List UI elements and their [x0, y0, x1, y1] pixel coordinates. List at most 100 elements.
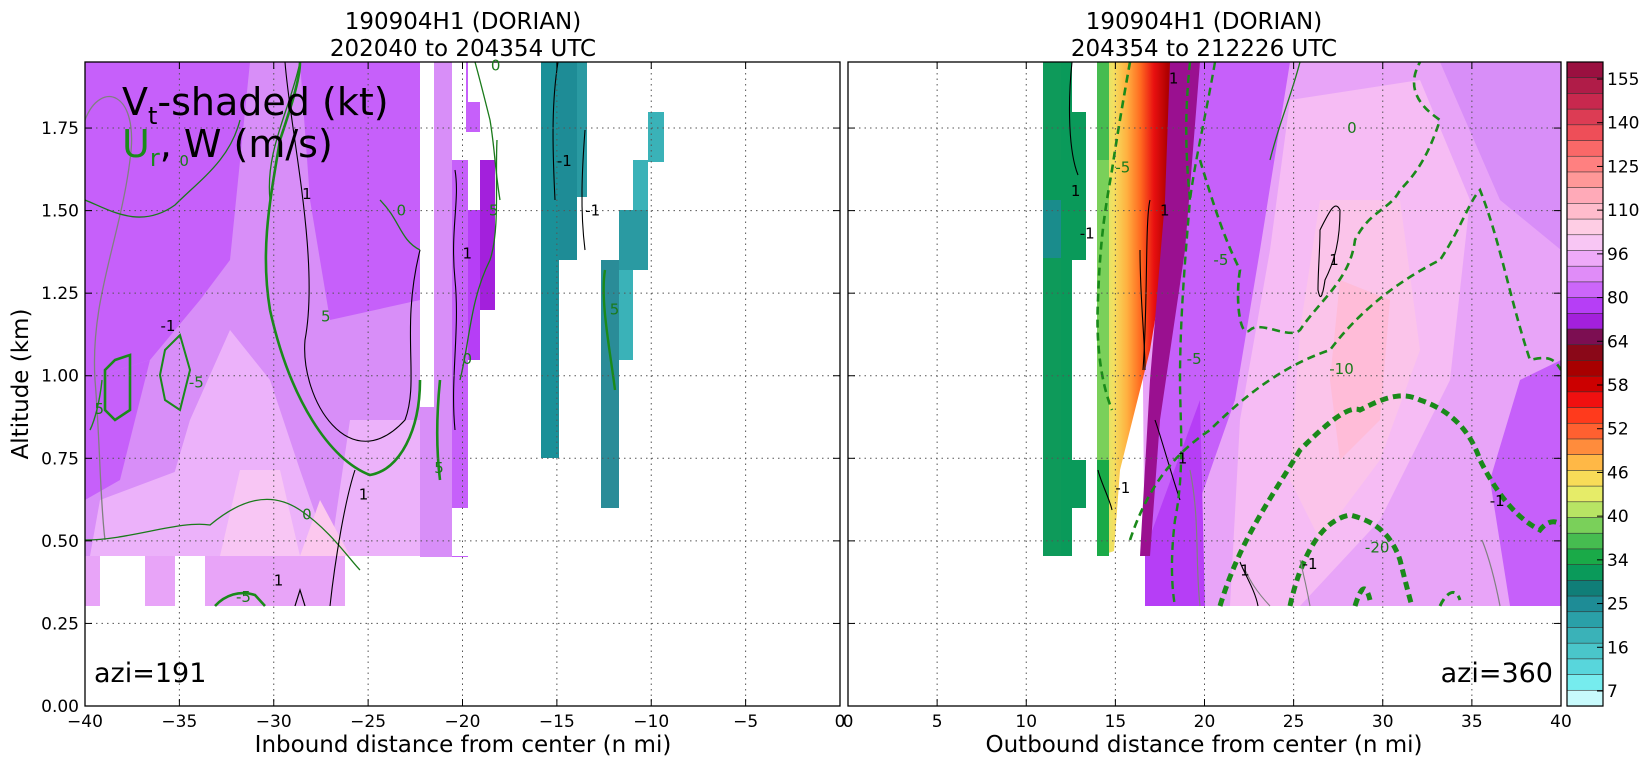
- colorbar-tick-label: 46: [1607, 463, 1629, 483]
- colorbar-swatch: [1566, 218, 1604, 236]
- colorbar-tick-label: 52: [1607, 420, 1629, 440]
- left-shading: [85, 62, 664, 606]
- colorbar-tick-label: 80: [1607, 289, 1629, 309]
- colorbar-swatch: [1566, 234, 1604, 252]
- contour-label: 1: [1329, 251, 1339, 269]
- contour-label: 5: [94, 400, 104, 418]
- colorbar-swatch: [1566, 203, 1604, 220]
- colorbar-swatch: [1566, 658, 1604, 676]
- y-tick-label: 1.50: [41, 202, 79, 222]
- colorbar-swatch: [1566, 313, 1604, 330]
- colorbar-tick-label: 7: [1607, 682, 1618, 702]
- y-tick-label: 1.75: [41, 119, 79, 139]
- y-tick-label: 0.00: [41, 697, 79, 717]
- x-tick-label: 30: [1372, 712, 1394, 732]
- colorbar-swatch: [1566, 438, 1604, 456]
- colorbar-swatch: [1566, 532, 1604, 550]
- left-azimuth-label: azi=191: [94, 658, 206, 689]
- left-contours: [85, 62, 617, 607]
- right-title-line2: 204354 to 212226 UTC: [1071, 36, 1337, 62]
- x-tick-label: 40: [1550, 712, 1572, 732]
- contour-label: 1: [1160, 202, 1170, 220]
- x-tick-label: −35: [161, 712, 197, 732]
- y-tick-label: 1.25: [41, 284, 79, 304]
- contour-label: 0: [463, 350, 473, 368]
- contour-label: -1: [1115, 479, 1130, 497]
- right-grid: [848, 62, 1561, 706]
- right-panel: 190904H1 (DORIAN) 204354 to 212226 UTC: [843, 9, 1572, 758]
- colorbar-swatch: [1566, 155, 1604, 173]
- contour-label: 5: [321, 307, 331, 325]
- contour-label: -1: [557, 152, 572, 170]
- colorbar-swatch: [1566, 422, 1604, 440]
- right-contours: [1068, 62, 1561, 607]
- colorbar-swatch: [1566, 485, 1604, 503]
- contour-label: 1: [274, 572, 284, 590]
- colorbar-swatch: [1566, 517, 1604, 534]
- colorbar-swatch: [1566, 187, 1604, 204]
- contour-label: 0: [1347, 119, 1357, 137]
- colorbar-swatch: [1566, 297, 1604, 314]
- colorbar-swatch: [1566, 391, 1604, 409]
- colorbar-tick-label: 140: [1607, 114, 1639, 134]
- contour-label: -5: [1115, 159, 1130, 177]
- contour-label: 1: [302, 185, 312, 203]
- x-tick-label: −10: [633, 712, 669, 732]
- x-tick-label: −30: [256, 712, 292, 732]
- right-azimuth-label: azi=360: [1441, 658, 1553, 689]
- colorbar-swatch: [1566, 454, 1604, 471]
- x-tick-label: 20: [1194, 712, 1216, 732]
- contour-label: -1: [1490, 492, 1505, 510]
- colorbar-swatch: [1566, 564, 1604, 581]
- colorbar-tick-label: 40: [1607, 507, 1629, 527]
- colorbar-tick-label: 64: [1607, 332, 1629, 352]
- colorbar-frame: [1566, 61, 1604, 707]
- contour-label: -1: [585, 202, 600, 220]
- contour-label: -5: [1213, 251, 1228, 269]
- contour-label: 5: [434, 459, 444, 477]
- y-tick-label: 0.25: [41, 614, 79, 634]
- left-contour-labels: 0 -1 -5 5 1 5 0 1 0 1 -5 5 1 0 0 5 -1 -1 5: [94, 56, 619, 606]
- colorbar-swatch: [1566, 580, 1604, 597]
- colorbar-swatch: [1566, 642, 1604, 660]
- contour-label: -1: [161, 317, 176, 335]
- contour-label: -1: [1303, 555, 1318, 573]
- right-title-line1: 190904H1 (DORIAN): [1086, 9, 1323, 35]
- colorbar-tick-label: 125: [1607, 157, 1639, 177]
- colorbar-swatch: [1566, 689, 1604, 707]
- contour-label: -20: [1365, 538, 1390, 556]
- colorbar-tick-label: 110: [1607, 201, 1639, 221]
- x-tick-label: −20: [445, 712, 481, 732]
- left-panel: 190904H1 (DORIAN) 202040 to 204354 UTC: [8, 9, 845, 758]
- y-tick-label: 0.75: [41, 449, 79, 469]
- contour-label: 0: [491, 56, 501, 74]
- colorbar-tick-label: 155: [1607, 70, 1639, 90]
- y-tick-label: 0.50: [41, 532, 79, 552]
- contour-label: -5: [189, 373, 204, 391]
- contour-label: 1: [1169, 70, 1179, 88]
- left-title-line1: 190904H1 (DORIAN): [345, 9, 582, 35]
- colorbar-tick-label: 25: [1607, 595, 1629, 615]
- colorbar-swatch: [1566, 674, 1604, 691]
- x-tick-label: −5: [733, 712, 758, 732]
- colorbar-tick-label: 34: [1607, 551, 1629, 571]
- x-tick-label: −40: [67, 712, 103, 732]
- right-x-axis-label: Outbound distance from center (n mi): [986, 732, 1423, 758]
- left-x-axis-label: Inbound distance from center (n mi): [255, 732, 672, 758]
- x-tick-label: 25: [1283, 712, 1305, 732]
- contour-label: 1: [463, 245, 473, 263]
- colorbar-swatch: [1566, 171, 1604, 189]
- left-title-line2: 202040 to 204354 UTC: [330, 36, 596, 62]
- colorbar-swatch: [1566, 265, 1604, 283]
- colorbar-swatch: [1566, 548, 1604, 566]
- colorbar-swatch: [1566, 77, 1604, 95]
- contour-label: 1: [1178, 449, 1188, 467]
- vt-shaded-label: Vt-shaded (kt): [122, 80, 389, 130]
- y-tick-label: 1.00: [41, 367, 79, 387]
- colorbar-swatch: [1566, 407, 1604, 424]
- colorbar-swatch: [1566, 375, 1604, 393]
- colorbar-swatch: [1566, 328, 1604, 346]
- x-tick-label: 0: [843, 712, 854, 732]
- contour-label: 0: [302, 505, 312, 523]
